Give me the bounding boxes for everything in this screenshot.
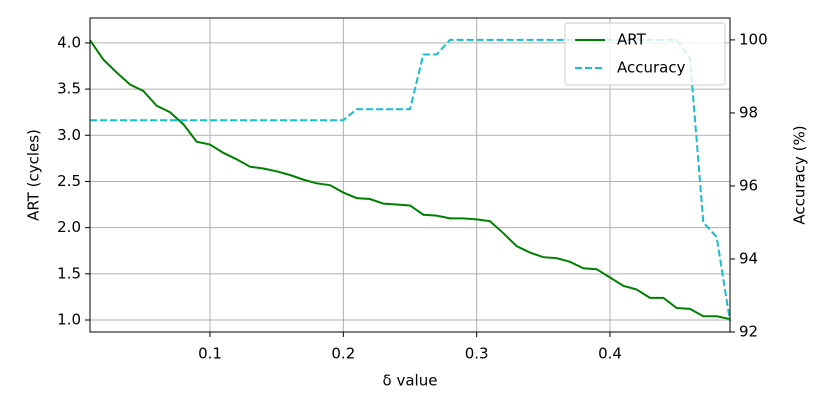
y-tick-label: 3.5 bbox=[57, 80, 81, 98]
x-tick-label: 0.4 bbox=[598, 345, 622, 363]
y2-tick-label: 92 bbox=[739, 323, 758, 341]
y-tick-label: 3.0 bbox=[57, 126, 81, 144]
y2-tick-label: 100 bbox=[739, 30, 768, 48]
legend-label: ART bbox=[617, 31, 647, 49]
x-tick-label: 0.2 bbox=[331, 345, 355, 363]
x-tick-label: 0.3 bbox=[465, 345, 489, 363]
y2-tick-label: 94 bbox=[739, 249, 758, 267]
x-tick-label: 0.1 bbox=[198, 345, 222, 363]
series-line bbox=[89, 39, 731, 321]
y-tick-label: 4.0 bbox=[57, 33, 81, 51]
plot-frame bbox=[89, 17, 731, 333]
legend-box bbox=[564, 22, 726, 86]
y2-tick-label: 98 bbox=[739, 103, 758, 121]
x-axis-label: δ value bbox=[383, 372, 438, 390]
y-tick-label: 2.0 bbox=[57, 218, 81, 236]
y-tick-label: 2.5 bbox=[57, 172, 81, 190]
y-tick-label: 1.0 bbox=[57, 310, 81, 328]
y-axis-label: ART (cycles) bbox=[25, 129, 43, 221]
y2-tick-label: 96 bbox=[739, 176, 758, 194]
y2-axis-label: Accuracy (%) bbox=[791, 125, 809, 224]
y-tick-label: 1.5 bbox=[57, 264, 81, 282]
legend-label: Accuracy bbox=[617, 59, 686, 77]
